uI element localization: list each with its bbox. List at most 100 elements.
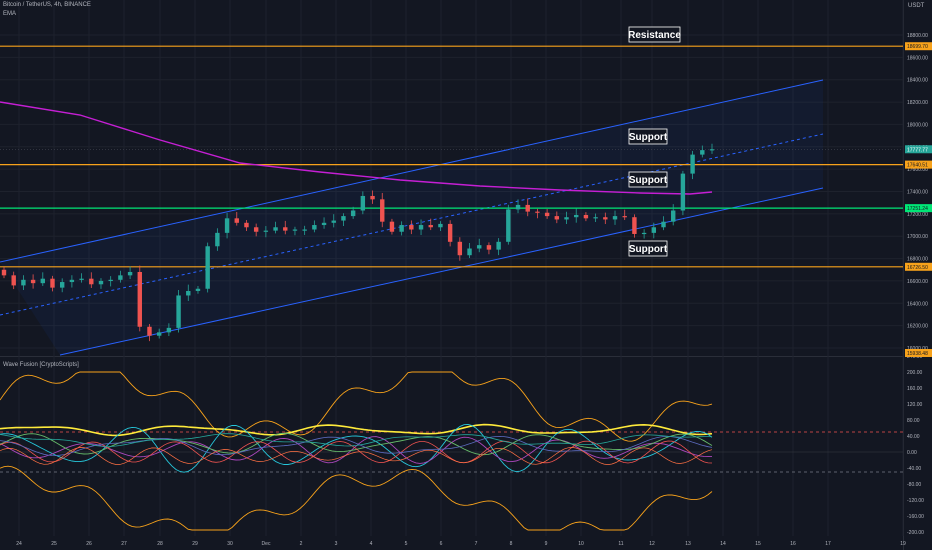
candle-body-54 [525, 204, 530, 212]
support-callout-2[interactable]: Support [628, 171, 668, 188]
candle-body-20 [195, 288, 201, 291]
level-tag-bg-3 [905, 204, 932, 213]
wave-fusion-oscillator [0, 371, 903, 531]
time-tick-0: 24 [16, 541, 22, 547]
candle-body-59 [574, 214, 579, 218]
ema-line [0, 101, 713, 195]
time-tick-20: 14 [720, 541, 726, 547]
osc-wave-2 [0, 423, 713, 437]
time-tick-14: 8 [510, 541, 513, 547]
price-tick-9: 17000.00 [907, 234, 928, 240]
candle-body-32 [312, 225, 317, 230]
osc-tick-4: 80.00 [907, 418, 920, 424]
time-tick-19: 13 [685, 541, 691, 547]
time-tick-5: 29 [192, 541, 198, 547]
time-tick-6: 30 [227, 541, 233, 547]
price-tick-13: 16200.00 [907, 324, 928, 330]
osc-wave-1 [0, 465, 713, 531]
support-callout-1[interactable]: Support [628, 128, 668, 145]
pane-separator [0, 356, 903, 357]
symbol-title[interactable]: Bitcoin / TetherUS, 4h, BINANCE [3, 2, 91, 8]
time-tick-15: 9 [545, 541, 548, 547]
time-tick-22: 16 [790, 541, 796, 547]
time-tick-24: 19 [900, 541, 906, 547]
candle-body-41 [399, 225, 404, 232]
osc-tick-8: -80.00 [907, 482, 921, 488]
osc-tick-7: -40.00 [907, 466, 921, 472]
osc-wave-8 [0, 447, 713, 465]
candle-body-36 [350, 210, 356, 217]
candle-body-18 [176, 295, 181, 328]
osc-wave-9 [0, 433, 713, 447]
candle-body-24 [234, 218, 239, 223]
support-label-1: Support [629, 132, 668, 143]
osc-wave-0 [0, 371, 713, 442]
time-tick-12: 6 [440, 541, 443, 547]
oscillator-title[interactable]: Wave Fusion [CryptoScripts] [3, 362, 79, 368]
price-tick-12: 16400.00 [907, 301, 928, 307]
candle-body-3 [30, 279, 36, 284]
candle-body-70 [680, 173, 686, 211]
candle-body-49 [477, 245, 482, 249]
candle-body-9 [89, 278, 94, 285]
resistance-label: Resistance [628, 30, 681, 41]
candle-body-44 [428, 225, 433, 228]
candle-body-40 [389, 221, 395, 232]
resistance-callout[interactable]: Resistance [628, 26, 681, 43]
candle-body-45 [438, 223, 443, 228]
candle-body-37 [360, 195, 366, 211]
time-tick-10: 4 [370, 541, 373, 547]
candle-body-63 [612, 216, 618, 220]
price-tick-3: 18200.00 [907, 100, 928, 106]
candle-body-69 [671, 210, 676, 222]
candle-body-2 [21, 279, 26, 286]
time-tick-1: 25 [51, 541, 57, 547]
candle-body-14 [137, 271, 142, 327]
currency-label: USDT [908, 3, 925, 9]
candle-body-29 [283, 227, 288, 231]
price-tick-0: 18800.00 [907, 33, 928, 39]
time-tick-13: 7 [475, 541, 478, 547]
candle-body-8 [79, 278, 84, 280]
time-tick-8: 2 [300, 541, 303, 547]
candle-body-17 [166, 327, 172, 333]
candle-body-10 [98, 280, 104, 285]
price-tick-7: 17400.00 [907, 190, 928, 196]
osc-wave-4 [0, 436, 713, 464]
level-tag-0: 18699.70 [907, 44, 928, 50]
osc-tick-1: 200.00 [907, 370, 923, 376]
candle-body-42 [409, 225, 414, 230]
price-tick-6: 17600.00 [907, 167, 928, 173]
osc-tick-9: -120.00 [907, 498, 924, 504]
candle-body-61 [593, 217, 598, 219]
horizontal-levels [0, 45, 903, 268]
level-tag-bg-4 [905, 262, 932, 271]
time-tick-9: 3 [335, 541, 338, 547]
candle-body-25 [244, 222, 249, 228]
candle-body-73 [709, 149, 715, 151]
level-tag-1: 17777.77 [907, 147, 928, 153]
ema-indicator-label[interactable]: EMA [3, 11, 17, 17]
candle-body-47 [457, 241, 463, 256]
level-tag-3: 17251.24 [907, 206, 928, 212]
candle-body-15 [147, 326, 152, 336]
candle-body-72 [700, 150, 705, 155]
level-tag-bg-0 [905, 42, 932, 51]
osc-tick-3: 120.00 [907, 402, 923, 408]
candle-body-34 [331, 220, 336, 223]
candle-body-23 [224, 218, 230, 233]
channel-upper [0, 79, 824, 263]
candle-body-11 [108, 279, 113, 282]
candle-body-30 [292, 229, 298, 231]
candle-body-19 [186, 290, 191, 296]
osc-tick-10: -160.00 [907, 514, 924, 520]
candle-body-58 [564, 217, 569, 220]
candle-body-51 [496, 241, 501, 250]
level-tag-bg-5 [905, 349, 932, 357]
candle-body-67 [651, 227, 657, 233]
level-tag-bg-2 [905, 160, 932, 169]
candle-body-46 [447, 223, 453, 242]
support-callout-3[interactable]: Support [628, 240, 668, 257]
candle-body-60 [583, 214, 589, 219]
